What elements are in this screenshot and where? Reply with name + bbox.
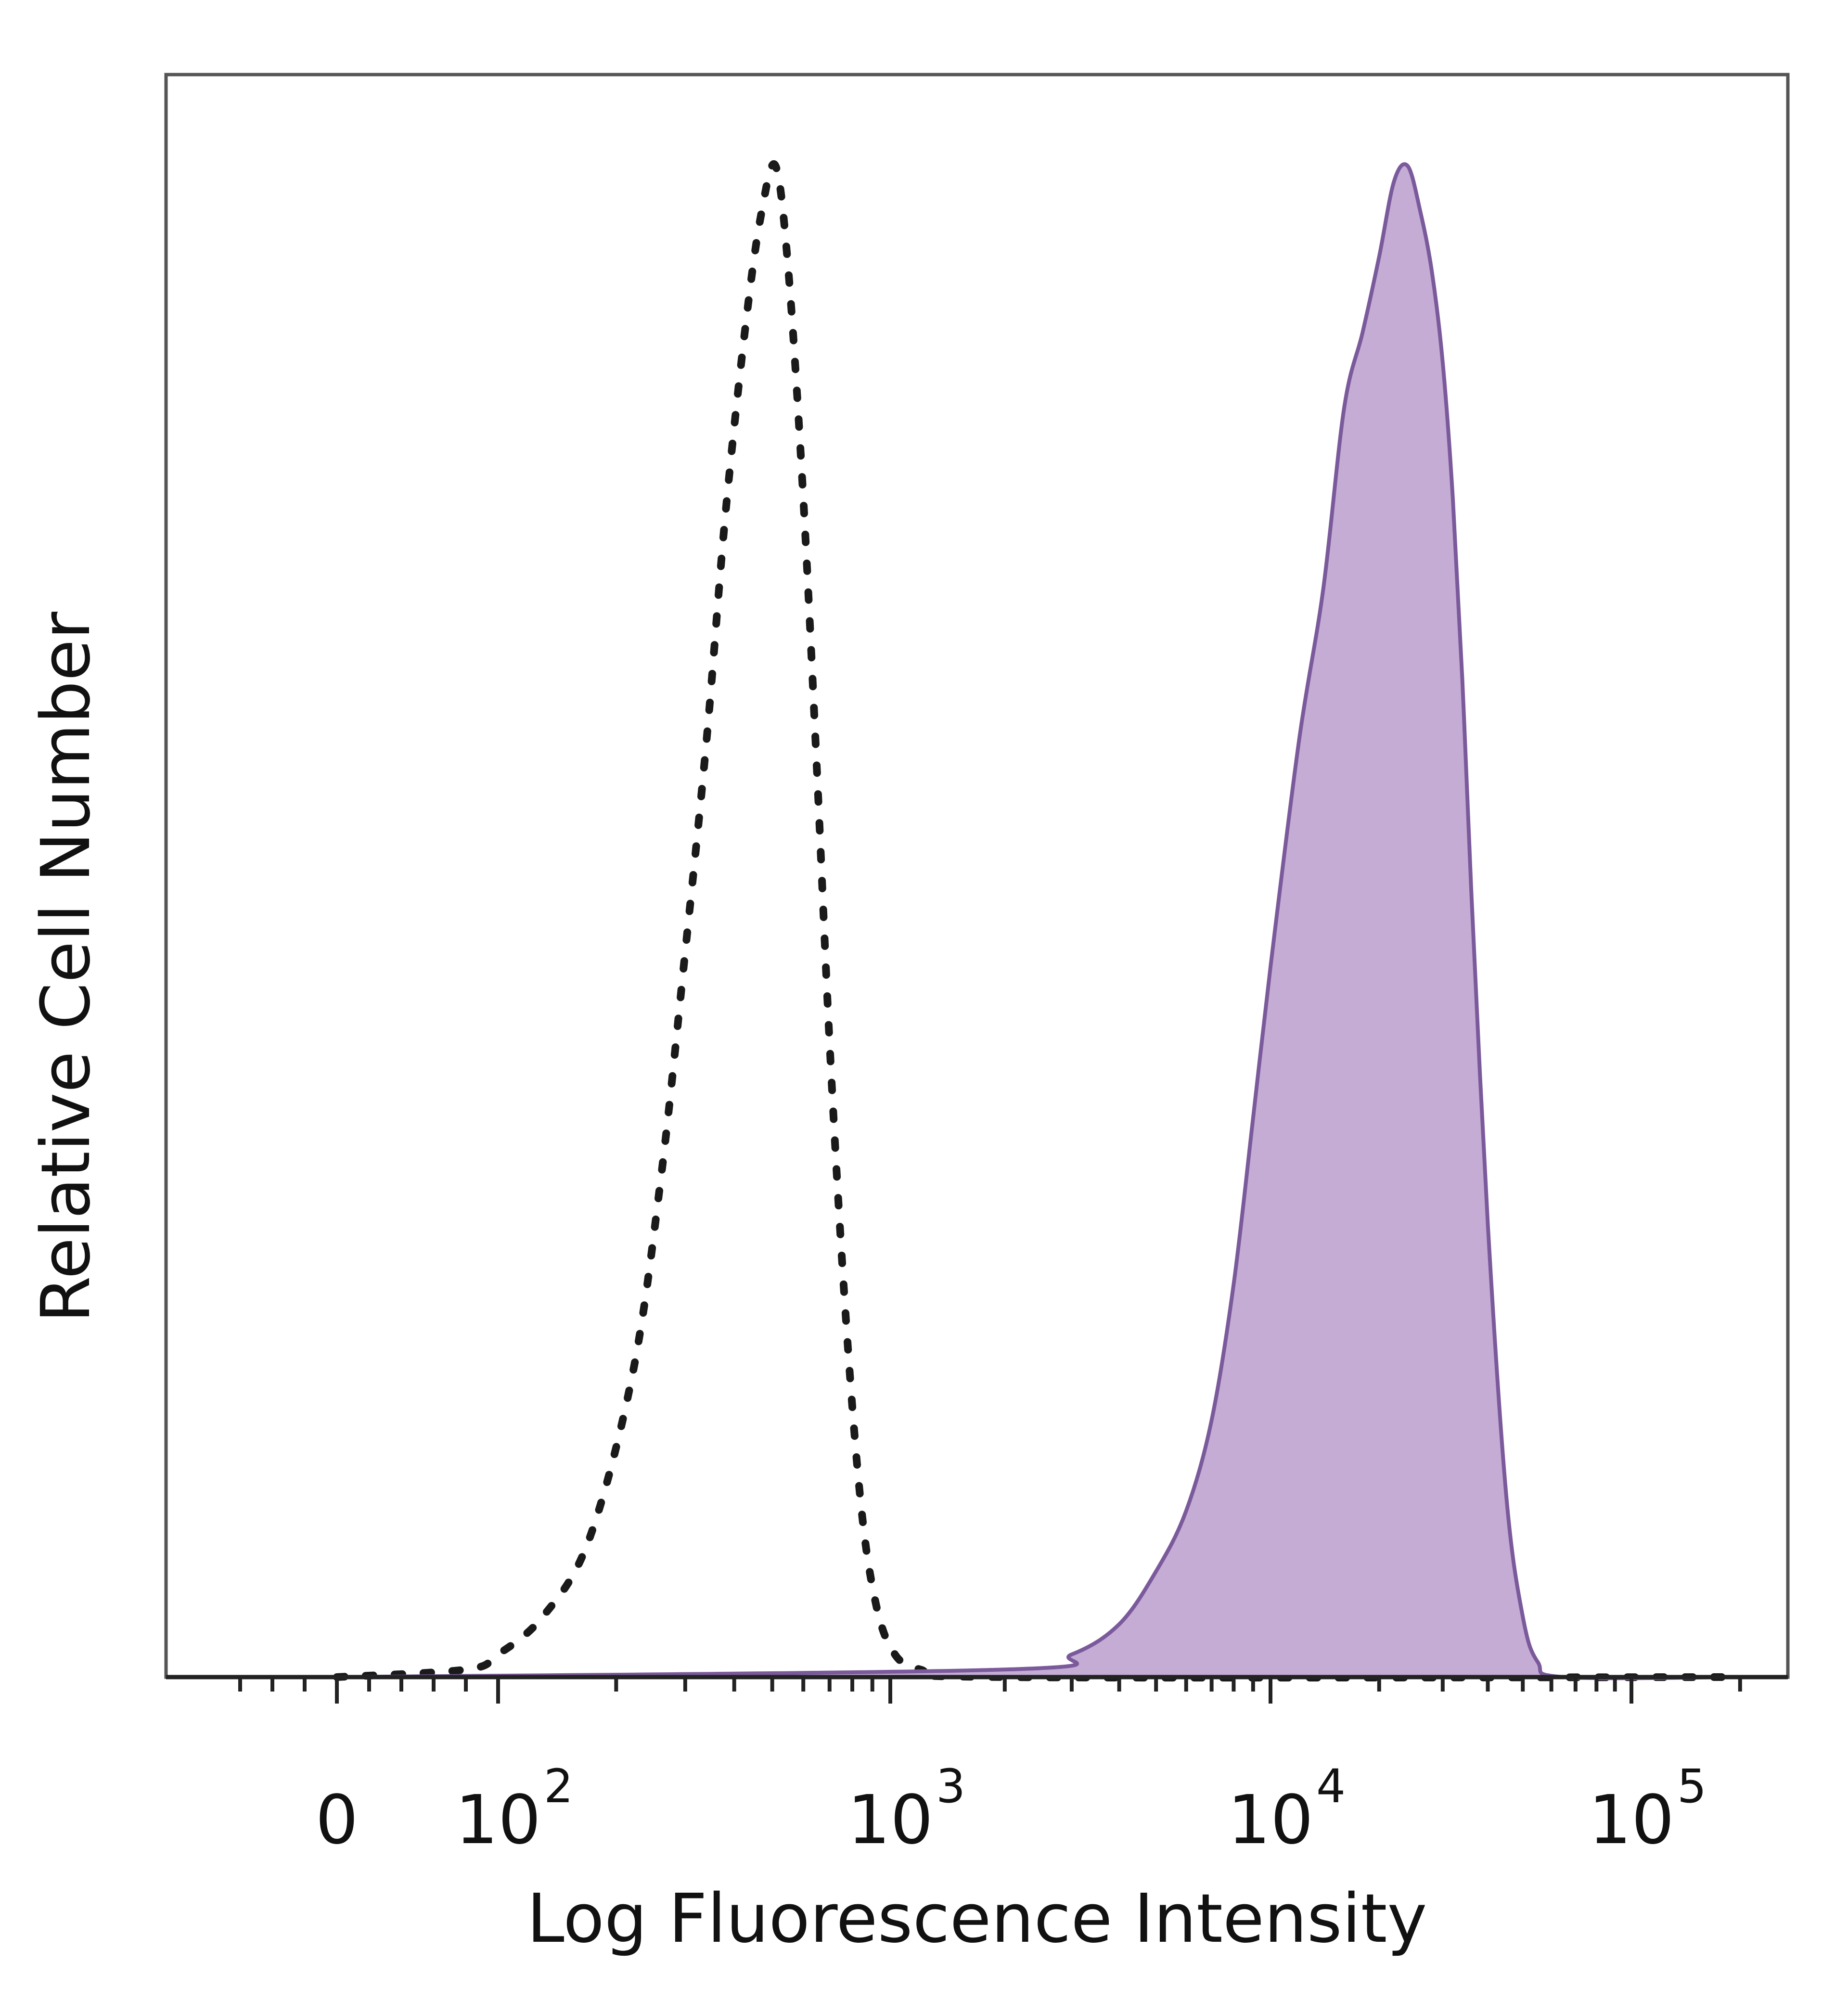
y-axis-title: Relative Cell Number — [27, 612, 105, 1323]
series-layer — [333, 160, 1744, 1682]
x-tick-label-2-exp: 3 — [936, 1759, 965, 1813]
x-tick-label-2: 10 3 — [847, 1759, 965, 1859]
x-tick-label-3: 10 4 — [1228, 1759, 1346, 1859]
series-1-line — [336, 162, 1740, 1680]
x-tick-label-3-exp: 4 — [1316, 1759, 1346, 1813]
series-0-line — [333, 160, 1744, 1682]
x-tick-label-1: 10 2 — [455, 1759, 573, 1859]
x-tick-label-3-base: 10 — [1228, 1781, 1313, 1859]
x-tick-label-4-base: 10 — [1589, 1781, 1674, 1859]
x-tick-label-1-base: 10 — [455, 1781, 541, 1859]
plot-frame — [164, 73, 1790, 1679]
x-axis-title: Log Fluorescence Intensity — [527, 1880, 1427, 1958]
x-tick-label-0-base: 0 — [315, 1781, 358, 1859]
series-1-fill — [337, 164, 1740, 1679]
x-ticks — [238, 1677, 1742, 1704]
x-tick-label-4: 10 5 — [1589, 1759, 1707, 1859]
x-tick-label-2-base: 10 — [847, 1781, 933, 1859]
x-tick-label-1-exp: 2 — [544, 1759, 573, 1813]
x-tick-label-4-exp: 5 — [1677, 1759, 1707, 1813]
x-tick-label-0: 0 — [315, 1781, 358, 1859]
